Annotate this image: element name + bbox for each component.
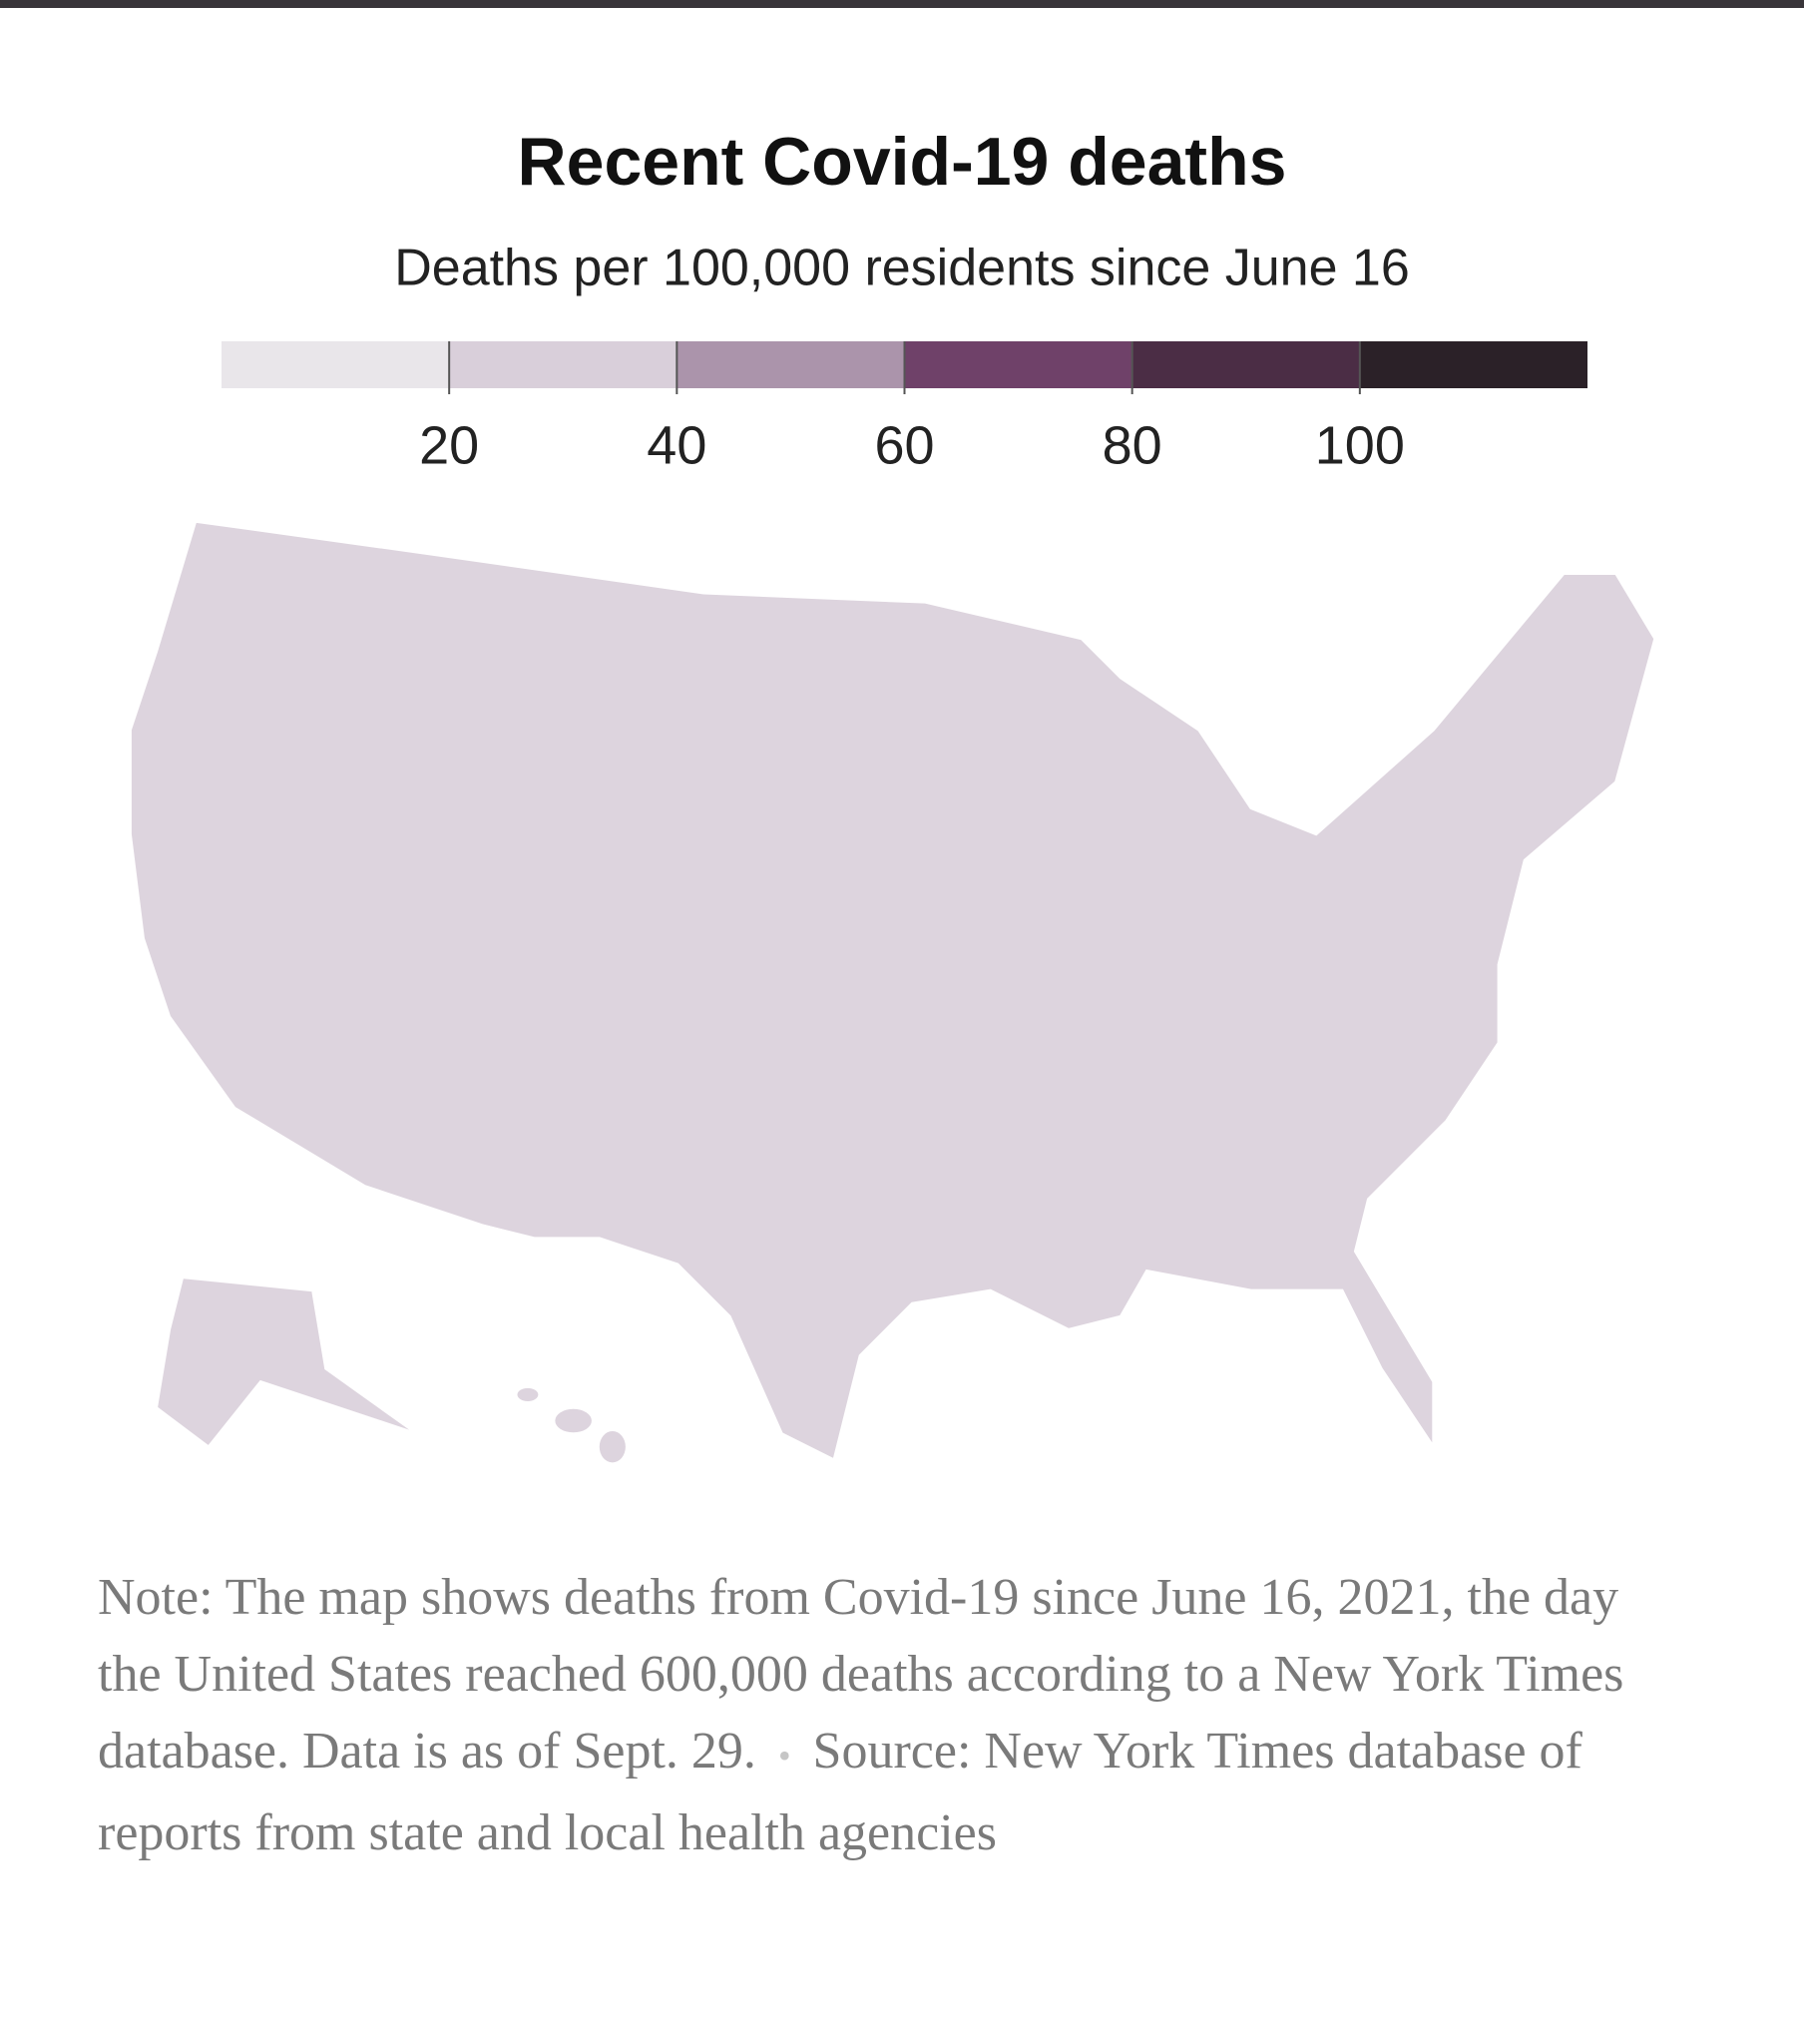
legend: 20 40 60 80 100 — [222, 341, 1587, 475]
legend-bin — [1359, 341, 1587, 388]
legend-tick-label: 60 — [874, 415, 934, 475]
legend-tick-label: 80 — [1103, 415, 1162, 475]
chart-subtitle: Deaths per 100,000 residents since June … — [394, 240, 1410, 297]
chart: Recent Covid-19 deaths Deaths per 100,00… — [129, 124, 1657, 1463]
separator: • — [777, 1735, 791, 1776]
legend-bin — [449, 341, 677, 388]
alaska — [155, 1276, 418, 1449]
note-text: Note: The map shows deaths from Covid-19… — [98, 1569, 1624, 1780]
hawaii — [555, 1408, 592, 1433]
hawaii — [599, 1430, 626, 1463]
legend-tick-label: 40 — [647, 415, 706, 475]
legend-tick-label: 100 — [1315, 415, 1405, 475]
us-map — [129, 519, 1657, 1463]
legend-bin — [676, 341, 905, 388]
hawaii — [517, 1387, 539, 1401]
contiguous-us — [129, 519, 1657, 1462]
legend-bin — [904, 341, 1132, 388]
source-text: Source: New York Times database of repor… — [98, 1723, 1582, 1861]
note: Note: The map shows deaths from Covid-19… — [98, 1559, 1694, 1871]
chart-title: Recent Covid-19 deaths — [518, 124, 1287, 200]
legend-bin — [1131, 341, 1360, 388]
legend-bin — [222, 341, 450, 388]
top-bar — [0, 0, 1804, 8]
legend-tick-label: 20 — [419, 415, 479, 475]
